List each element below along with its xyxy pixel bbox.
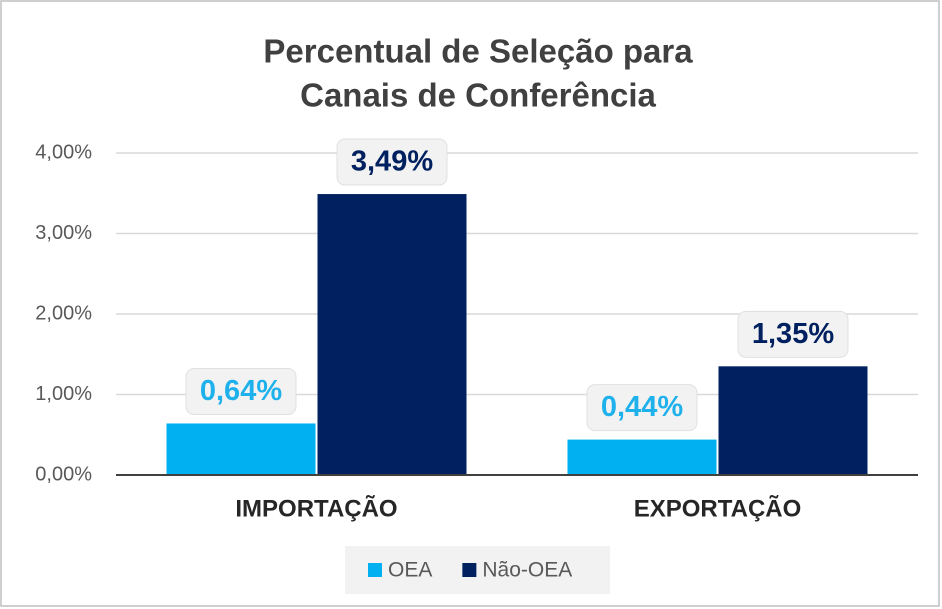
legend-swatch	[368, 563, 382, 577]
data-label: 0,44%	[601, 391, 683, 423]
y-tick-label: 1,00%	[35, 383, 92, 405]
legend-box	[345, 546, 610, 594]
x-tick-label: EXPORTAÇÃO	[634, 494, 802, 522]
bar	[567, 439, 717, 475]
bar	[718, 366, 868, 475]
data-label-box	[586, 384, 698, 432]
y-tick-label: 4,00%	[35, 141, 92, 163]
x-tick-label: IMPORTAÇÃO	[235, 494, 397, 522]
bar	[317, 194, 467, 475]
legend-label: OEA	[388, 559, 432, 582]
data-label: 0,64%	[200, 375, 282, 407]
data-label: 3,49%	[351, 146, 433, 178]
bar	[166, 423, 316, 475]
legend-label: Não-OEA	[482, 559, 572, 582]
data-label-box	[336, 138, 448, 186]
y-tick-label: 2,00%	[35, 302, 92, 324]
data-label-box	[737, 310, 849, 358]
data-label: 1,35%	[752, 318, 834, 350]
y-tick-label: 3,00%	[35, 222, 92, 244]
data-label-box	[185, 367, 297, 415]
chart-title: Canais de Conferência	[300, 77, 656, 114]
chart-title: Percentual de Seleção para	[263, 33, 693, 70]
y-tick-label: 0,00%	[35, 463, 92, 485]
legend-swatch	[462, 563, 477, 577]
